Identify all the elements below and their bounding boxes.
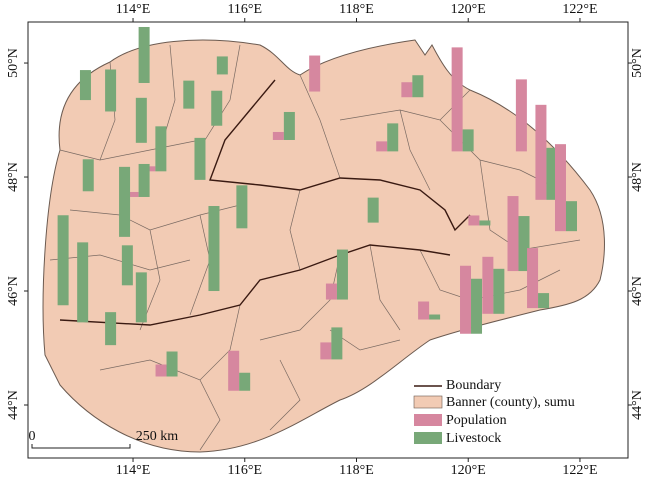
livestock-bar [79,70,91,101]
y-tick-label: 50°N [6,48,21,78]
livestock-bar [493,268,505,314]
livestock-bar [387,123,399,152]
x-tick-label: 116°E [227,2,262,17]
livestock-bar [211,90,223,126]
population-bar [515,79,527,152]
livestock-bar [77,242,89,323]
livestock-bar [239,372,251,391]
y-tick-label: 44°N [6,390,21,420]
livestock-bar [155,126,167,172]
livestock-bar [462,129,474,152]
livestock-bar [367,197,379,223]
livestock-bar [105,312,117,346]
population-bar [376,141,388,152]
livestock-bar [471,278,483,334]
legend-label: Livestock [446,431,501,446]
livestock-bar [183,80,195,109]
livestock-bar [538,293,550,309]
livestock-bar [194,137,206,180]
livestock-bar [208,206,220,292]
population-bar [401,82,413,98]
x-tick-label: 120°E [451,2,486,17]
x-tick-label: 122°E [562,463,597,478]
population-bar [144,166,156,172]
population-bar [554,144,566,232]
livestock-bar [135,272,147,323]
boundaries [59,79,471,326]
y-tick-label: 48°N [6,162,21,192]
population-bar [272,131,284,140]
y-tick-label: 44°N [630,390,645,420]
population-bar [468,215,480,226]
scale-line [31,444,131,449]
livestock-bar [479,220,491,226]
legend: Boundary Banner (county), sumu Populatio… [413,378,575,446]
scale-end: 250 km [136,429,179,444]
population-bar [155,364,167,377]
livestock-bar [336,249,348,300]
livestock-bar [57,215,69,306]
population-bar [325,283,337,300]
legend-label: Banner (county), sumu [446,395,575,410]
scale-start: 0 [29,429,36,444]
population-bar [127,191,139,197]
x-tick-label: 114°E [116,2,151,17]
livestock-bar [236,185,248,229]
population-bar [309,55,321,92]
livestock-bar [121,245,133,286]
population-bar [418,301,430,320]
livestock-bar [429,314,441,320]
x-tick-label: 114°E [116,463,151,478]
population-bar [451,47,463,152]
livestock-bar [105,69,117,112]
bar-symbols [57,26,577,391]
legend-label: Population [446,413,507,428]
livestock-bar [216,56,228,75]
livestock-bar [412,75,424,98]
livestock-bar [518,216,530,272]
livestock-bar [119,166,131,237]
livestock-bar [283,111,295,140]
livestock-bar [138,26,150,83]
livestock-bar [166,351,178,377]
y-tick-label: 46°N [6,276,21,306]
x-tick-label: 122°E [562,2,597,17]
legend-label: Boundary [446,378,501,393]
livestock-bar [546,147,558,200]
livestock-bar [565,201,577,232]
legend-patch [414,432,442,444]
y-tick-label: 46°N [630,276,645,306]
population-bar [320,342,332,360]
x-tick-label: 120°E [451,463,486,478]
population-bar [228,350,240,391]
x-tick-label: 116°E [227,463,262,478]
population-bar [535,104,547,200]
x-tick-label: 118°E [339,2,374,17]
y-tick-label: 48°N [630,162,645,192]
x-tick-label: 118°E [339,463,374,478]
population-bar [507,196,519,272]
livestock-bar [135,97,147,143]
legend-patch [414,414,442,426]
scale-bar: 0 250 km [29,429,179,449]
y-tick-label: 50°N [630,48,645,78]
livestock-bar [331,327,343,360]
legend-banner-patch [413,395,443,409]
population-bar [527,248,539,309]
livestock-bar [82,159,94,192]
population-bar [482,256,494,314]
population-bar [460,265,472,334]
livestock-bar [138,163,150,197]
